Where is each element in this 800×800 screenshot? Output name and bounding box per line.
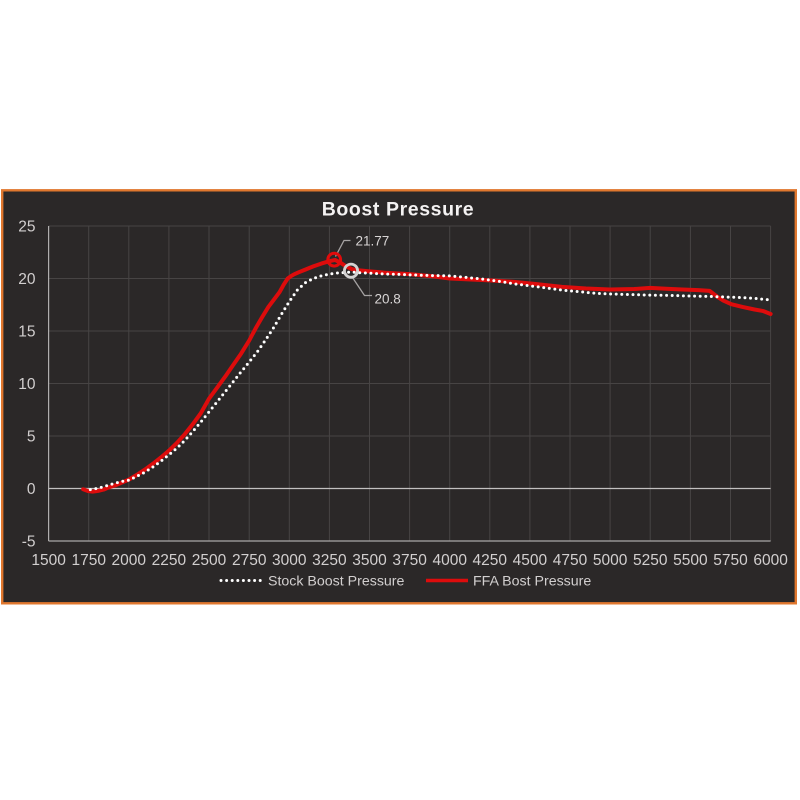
svg-text:4000: 4000 bbox=[432, 552, 467, 569]
svg-text:1500: 1500 bbox=[31, 552, 66, 569]
svg-text:3500: 3500 bbox=[352, 552, 387, 569]
svg-text:Stock Boost Pressure: Stock Boost Pressure bbox=[268, 574, 405, 590]
svg-text:FFA Bost Pressure: FFA Bost Pressure bbox=[473, 574, 591, 590]
svg-text:1750: 1750 bbox=[71, 552, 106, 569]
svg-text:4500: 4500 bbox=[513, 552, 548, 569]
svg-text:6000: 6000 bbox=[753, 552, 788, 569]
svg-text:5000: 5000 bbox=[593, 552, 628, 569]
svg-text:5500: 5500 bbox=[673, 552, 708, 569]
svg-text:25: 25 bbox=[18, 219, 35, 236]
svg-text:2000: 2000 bbox=[112, 552, 147, 569]
svg-text:3750: 3750 bbox=[392, 552, 427, 569]
svg-text:15: 15 bbox=[18, 324, 35, 341]
svg-text:20.8: 20.8 bbox=[375, 292, 401, 307]
svg-text:20: 20 bbox=[18, 271, 36, 288]
svg-text:5250: 5250 bbox=[633, 552, 668, 569]
svg-text:10: 10 bbox=[18, 376, 36, 393]
svg-text:2750: 2750 bbox=[232, 552, 267, 569]
svg-text:Boost Pressure: Boost Pressure bbox=[322, 199, 475, 221]
svg-text:5: 5 bbox=[27, 429, 36, 446]
svg-text:3250: 3250 bbox=[312, 552, 347, 569]
svg-text:4750: 4750 bbox=[553, 552, 588, 569]
svg-text:5750: 5750 bbox=[713, 552, 748, 569]
svg-text:4250: 4250 bbox=[473, 552, 508, 569]
svg-text:3000: 3000 bbox=[272, 552, 307, 569]
svg-text:-5: -5 bbox=[22, 534, 36, 551]
svg-text:2500: 2500 bbox=[192, 552, 227, 569]
svg-text:2250: 2250 bbox=[152, 552, 187, 569]
svg-text:0: 0 bbox=[27, 481, 36, 498]
svg-text:21.77: 21.77 bbox=[356, 234, 390, 249]
